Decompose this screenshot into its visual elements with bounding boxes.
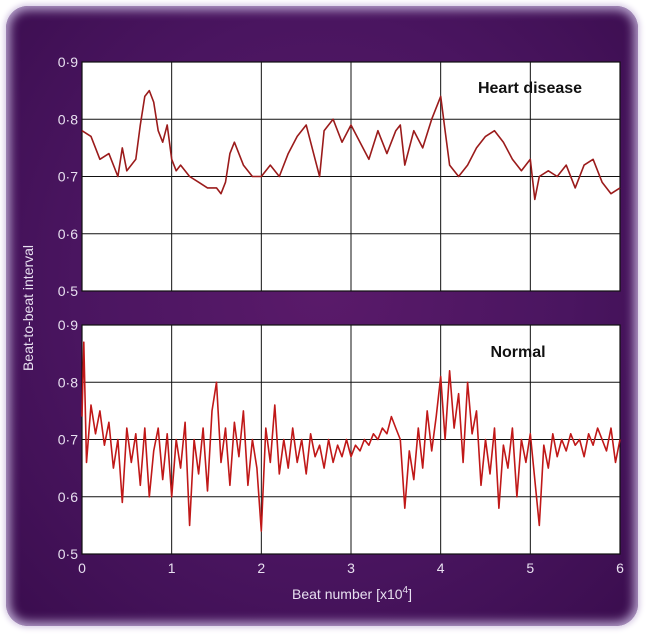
- heart-disease-line: [81, 89, 621, 201]
- top-y-tick-label: 0·7: [58, 169, 78, 185]
- bottom-y-tick-label: 0·7: [58, 432, 78, 448]
- x-tick-label: 0: [78, 560, 86, 576]
- top-grid: [82, 62, 620, 291]
- y-axis-label: Beat-to-beat interval: [20, 245, 36, 371]
- x-axis-label-main: Beat number [x10: [292, 586, 403, 602]
- bottom-y-tick-label: 0·8: [58, 374, 78, 390]
- heart-disease-label: Heart disease: [478, 80, 582, 97]
- bottom-y-tick-label: 0·6: [58, 489, 78, 505]
- normal-line: [81, 341, 621, 532]
- bottom-y-tick-label: 0·9: [58, 317, 78, 333]
- x-tick-label: 3: [347, 560, 355, 576]
- top-y-tick-label: 0·6: [58, 226, 78, 242]
- x-tick-label: 2: [257, 560, 265, 576]
- x-axis-label-exponent: 4: [403, 585, 409, 596]
- x-tick-label: 6: [616, 560, 624, 576]
- x-axis-label-end: ]: [408, 586, 412, 602]
- top-y-tick-label: 0·9: [58, 54, 78, 70]
- bottom-y-tick-label: 0·5: [58, 546, 78, 562]
- x-ticks: 0 1 2 3 4 5 6: [78, 560, 624, 576]
- top-y-tick-label: 0·8: [58, 111, 78, 127]
- top-y-tick-label: 0·5: [58, 283, 78, 299]
- top-panel: Heart disease 0·5 0·6 0·7 0·8 0·9: [58, 54, 621, 299]
- bottom-grid: [82, 325, 620, 554]
- normal-label: Normal: [490, 344, 545, 361]
- bottom-y-ticks: 0·5 0·6 0·7 0·8 0·9: [58, 317, 78, 562]
- x-tick-label: 4: [437, 560, 445, 576]
- x-tick-label: 5: [526, 560, 534, 576]
- top-y-ticks: 0·5 0·6 0·7 0·8 0·9: [58, 54, 78, 299]
- bottom-panel: Normal 0·5 0·6 0·7 0·8 0·9 0 1 2 3 4 5 6: [58, 317, 624, 576]
- x-axis-label: Beat number [x104]: [292, 585, 412, 602]
- x-tick-label: 1: [168, 560, 176, 576]
